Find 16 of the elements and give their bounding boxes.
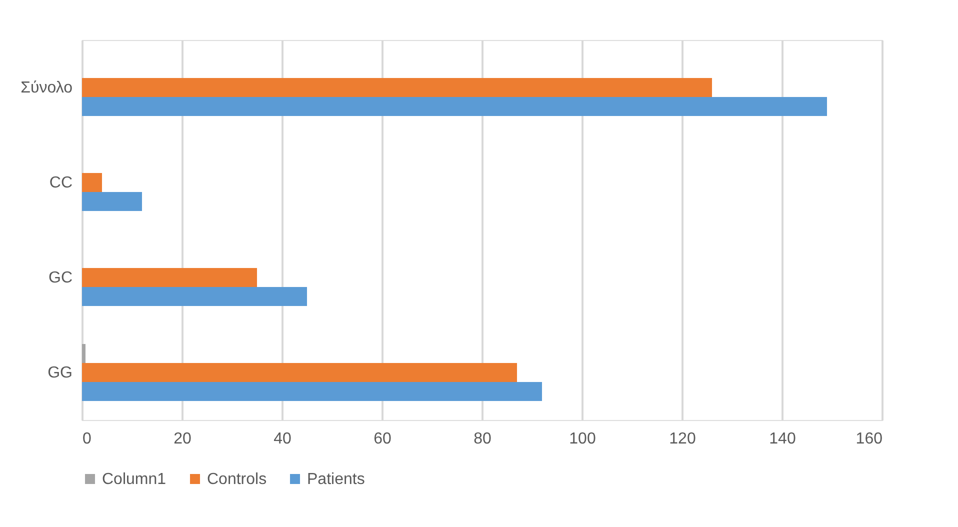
legend-label: Patients (307, 471, 365, 488)
x-tick-label: 100 (569, 430, 596, 448)
x-tick-label: 160 (856, 430, 883, 448)
x-tick-label: 120 (669, 430, 696, 448)
y-tick-label: Σύνολο (20, 80, 73, 96)
x-tick-label: 140 (769, 430, 796, 448)
legend-label: Column1 (102, 471, 166, 488)
y-tick-label: GG (48, 364, 72, 382)
y-tick-label: CC (49, 174, 72, 192)
x-tick-label: 80 (474, 430, 492, 448)
x-tick-label: 0 (82, 430, 92, 448)
legend-label: Controls (207, 471, 267, 488)
x-tick-label: 60 (374, 430, 392, 448)
x-tick-label: 40 (274, 430, 292, 448)
y-tick-label: GC (48, 270, 72, 286)
x-tick-label: 20 (174, 430, 192, 448)
